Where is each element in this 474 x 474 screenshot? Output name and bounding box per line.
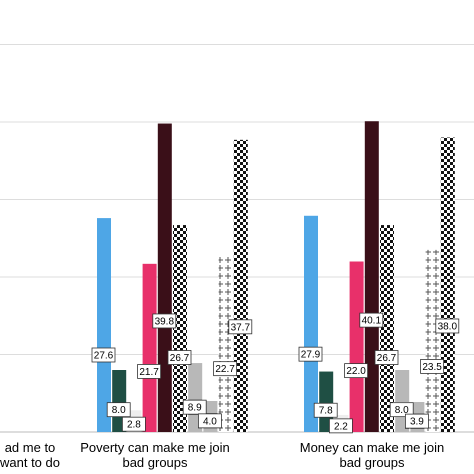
- data-label: 27.9: [298, 346, 323, 362]
- bar: [380, 225, 394, 432]
- data-label: 2.8: [122, 416, 146, 432]
- data-label: 21.7: [137, 364, 162, 379]
- data-label: 7.8: [313, 402, 338, 418]
- bar: [425, 249, 440, 432]
- bar: [142, 263, 157, 432]
- data-label: 26.7: [374, 350, 399, 365]
- data-label-text: 39.8: [155, 316, 175, 327]
- data-label: 39.8: [152, 313, 177, 329]
- bar: [97, 218, 111, 432]
- data-label: 2.2: [328, 418, 353, 434]
- data-label: 37.7: [228, 319, 253, 335]
- data-label-text: 26.7: [170, 353, 190, 364]
- data-label: 8.9: [182, 399, 207, 415]
- data-label-text: 3.9: [410, 417, 424, 428]
- category-label: ad me to: [5, 440, 56, 455]
- bar: [440, 137, 455, 432]
- data-label-text: 8.9: [188, 403, 202, 414]
- bar: [157, 123, 172, 433]
- data-label-text: 27.6: [94, 350, 114, 361]
- data-label-text: 7.8: [319, 406, 333, 417]
- data-label-text: 2.8: [127, 420, 141, 431]
- data-label-text: 2.2: [334, 421, 348, 432]
- category-label: bad groups: [122, 455, 188, 470]
- data-label: 8.0: [106, 402, 131, 418]
- bar: [304, 215, 318, 432]
- data-label-text: 4.0: [203, 416, 217, 427]
- data-label-text: 8.0: [112, 405, 126, 416]
- data-label-text: 37.7: [231, 322, 251, 333]
- data-label: 4.0: [197, 413, 222, 429]
- data-label-text: 26.7: [377, 353, 397, 364]
- data-label-text: 8.0: [395, 405, 409, 416]
- category-label: Money can make me join: [300, 440, 445, 455]
- data-label: 26.7: [167, 350, 192, 365]
- data-label-text: 22.0: [346, 366, 366, 377]
- bar: [233, 139, 248, 432]
- data-label: 38.0: [435, 318, 460, 334]
- data-label: 8.0: [389, 402, 414, 418]
- data-label: 23.5: [420, 359, 445, 374]
- data-label: 22.0: [344, 363, 369, 379]
- data-label-text: 40.1: [362, 316, 382, 327]
- data-label: 22.7: [213, 361, 238, 377]
- value-labels: 27.6 27.9 8.0 7.8 2.8 2.2 21.7 22.0 39.8 40.1 26.7…: [91, 312, 460, 434]
- bar: [364, 121, 379, 432]
- bar: [173, 225, 187, 432]
- bar: [218, 256, 233, 432]
- data-label: 27.6: [91, 347, 116, 363]
- category-label: Poverty can make me join: [80, 440, 230, 455]
- data-label-text: 23.5: [422, 362, 442, 373]
- data-label-text: 22.7: [215, 364, 235, 375]
- data-label-text: 21.7: [139, 367, 159, 378]
- category-label: bad groups: [339, 455, 405, 470]
- category-label: want to do: [0, 455, 60, 470]
- bar: [349, 261, 364, 432]
- data-label-text: 27.9: [301, 350, 321, 361]
- data-label: 3.9: [404, 413, 429, 429]
- data-label: 40.1: [359, 312, 384, 328]
- data-label-text: 38.0: [438, 321, 458, 332]
